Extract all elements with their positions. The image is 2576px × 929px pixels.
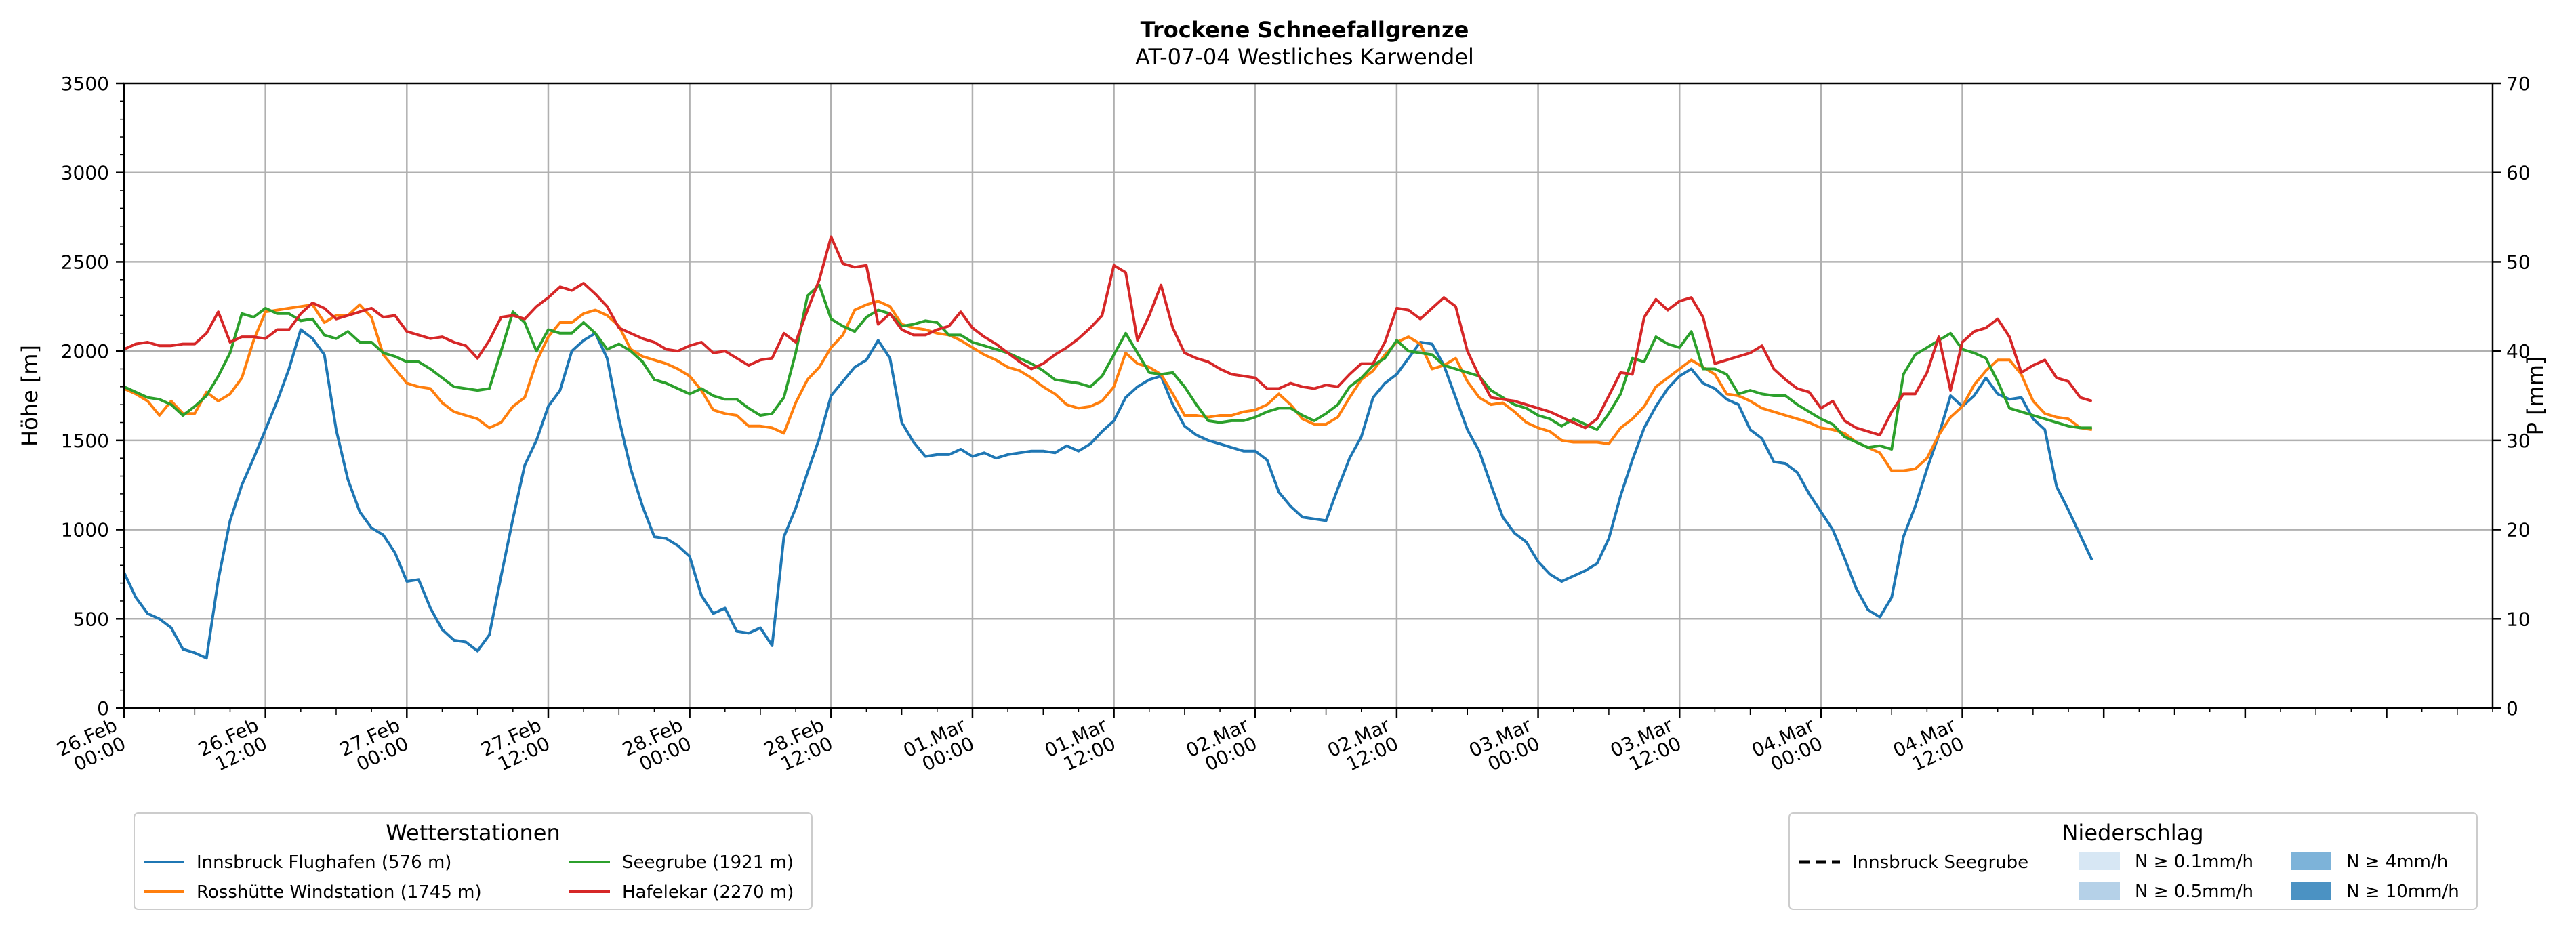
y2-tick-label: 40: [2506, 340, 2531, 363]
legend-station-label: Rosshütte Windstation (1745 m): [197, 882, 482, 903]
y-axis-label: Höhe [m]: [17, 345, 43, 447]
series-line-3: [123, 235, 2093, 436]
legend-station-label: Innsbruck Flughafen (576 m): [197, 852, 451, 873]
y2-tick-label: 60: [2506, 162, 2531, 184]
y-tick-label: 1500: [61, 430, 109, 452]
legend-precip-line-label: Innsbruck Seegrube: [1852, 852, 2028, 873]
legend-precip-patch: [2079, 852, 2120, 870]
grid-lines: [124, 83, 2493, 708]
legend-precip: Niederschlag Innsbruck Seegrube N ≥ 0.1m…: [1788, 812, 2478, 910]
y-axis-ticks: 0 500 1000 1500 2000 2500 3000 3500: [61, 73, 124, 720]
chart-title: Trockene Schneefallgrenze: [1141, 17, 1469, 43]
y-tick-label: 3500: [61, 73, 109, 95]
y2-tick-label: 30: [2506, 430, 2531, 452]
series-line-0: [123, 328, 2093, 660]
y2-tick-label: 70: [2506, 73, 2531, 95]
y-tick-label: 0: [97, 697, 109, 720]
legend-precip-title: Niederschlag: [2062, 820, 2203, 846]
legend-stations-title: Wetterstationen: [386, 820, 560, 846]
legend-stations-frame: [134, 812, 813, 910]
legend-precip-patch: [2291, 852, 2331, 870]
legend-stations: Wetterstationen Innsbruck Flughafen (576…: [134, 812, 813, 910]
y-tick-label: 2500: [61, 251, 109, 273]
series-line-1: [123, 300, 2093, 472]
y-tick-label: 2000: [61, 340, 109, 363]
y2-tick-label: 50: [2506, 251, 2531, 273]
y2-axis-ticks: 0 10 20 30 40 50 60 70: [2493, 73, 2531, 720]
legend-station-label: Hafelekar (2270 m): [622, 882, 794, 903]
legend-precip-patch-label: N ≥ 0.5mm/h: [2135, 882, 2253, 902]
legend-precip-patch-label: N ≥ 10mm/h: [2346, 882, 2459, 902]
legend-precip-patch: [2291, 882, 2331, 900]
chart-subtitle: AT-07-04 Westliches Karwendel: [1135, 44, 1474, 70]
y2-tick-label: 0: [2506, 697, 2518, 720]
y2-tick-label: 10: [2506, 608, 2531, 630]
y-tick-label: 3000: [61, 162, 109, 184]
series-line-2: [123, 283, 2092, 451]
y-tick-label: 1000: [61, 519, 109, 541]
y-tick-label: 500: [73, 608, 109, 630]
legend-precip-patch-label: N ≥ 4mm/h: [2346, 852, 2448, 872]
series-lines: [123, 235, 2093, 660]
y2-tick-label: 20: [2506, 519, 2531, 541]
legend-precip-patch: [2079, 882, 2120, 900]
legend-precip-patch-label: N ≥ 0.1mm/h: [2135, 852, 2253, 872]
legend-station-label: Seegrube (1921 m): [622, 852, 794, 873]
y2-axis-label: P [mm]: [2522, 356, 2548, 436]
plot-frame: [123, 82, 2494, 709]
